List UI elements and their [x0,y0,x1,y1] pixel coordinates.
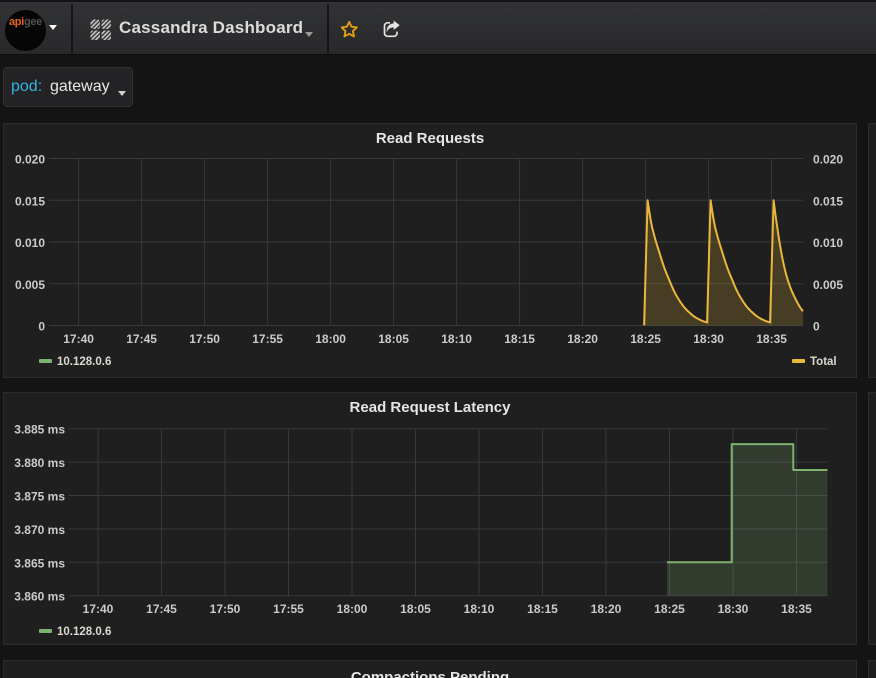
svg-text:17:55: 17:55 [252,332,283,346]
svg-text:3.865 ms: 3.865 ms [14,556,65,570]
svg-text:0.020: 0.020 [813,153,843,167]
svg-text:17:40: 17:40 [83,602,114,616]
svg-text:0.015: 0.015 [813,194,843,208]
svg-text:17:45: 17:45 [126,332,157,346]
svg-text:3.875 ms: 3.875 ms [14,490,65,504]
svg-text:3.860 ms: 3.860 ms [14,590,65,604]
svg-text:3.885 ms: 3.885 ms [14,423,65,437]
svg-text:18:25: 18:25 [630,332,661,346]
svg-text:0.015: 0.015 [15,194,45,208]
svg-text:0.010: 0.010 [15,236,45,250]
svg-text:3.880 ms: 3.880 ms [14,456,65,470]
svg-text:17:45: 17:45 [146,602,177,616]
svg-text:0: 0 [38,320,45,334]
svg-text:0.005: 0.005 [15,278,45,292]
svg-text:3.870 ms: 3.870 ms [14,523,65,537]
svg-text:18:15: 18:15 [504,332,535,346]
svg-text:0: 0 [813,320,820,334]
svg-text:18:25: 18:25 [654,602,685,616]
svg-text:18:20: 18:20 [567,332,598,346]
svg-text:18:20: 18:20 [591,602,622,616]
svg-text:0.005: 0.005 [813,278,843,292]
svg-text:18:10: 18:10 [441,332,472,346]
svg-text:18:00: 18:00 [315,332,346,346]
svg-text:17:50: 17:50 [189,332,220,346]
svg-text:18:35: 18:35 [756,332,787,346]
svg-text:18:10: 18:10 [464,602,495,616]
svg-text:0.010: 0.010 [813,236,843,250]
svg-text:18:00: 18:00 [337,602,368,616]
svg-text:18:35: 18:35 [781,602,812,616]
svg-text:18:30: 18:30 [718,602,749,616]
svg-text:18:05: 18:05 [400,602,431,616]
svg-text:17:40: 17:40 [63,332,94,346]
svg-text:18:15: 18:15 [527,602,558,616]
svg-text:0.020: 0.020 [15,153,45,167]
svg-text:17:55: 17:55 [273,602,304,616]
svg-text:18:30: 18:30 [693,332,724,346]
svg-text:18:05: 18:05 [378,332,409,346]
svg-text:17:50: 17:50 [210,602,241,616]
